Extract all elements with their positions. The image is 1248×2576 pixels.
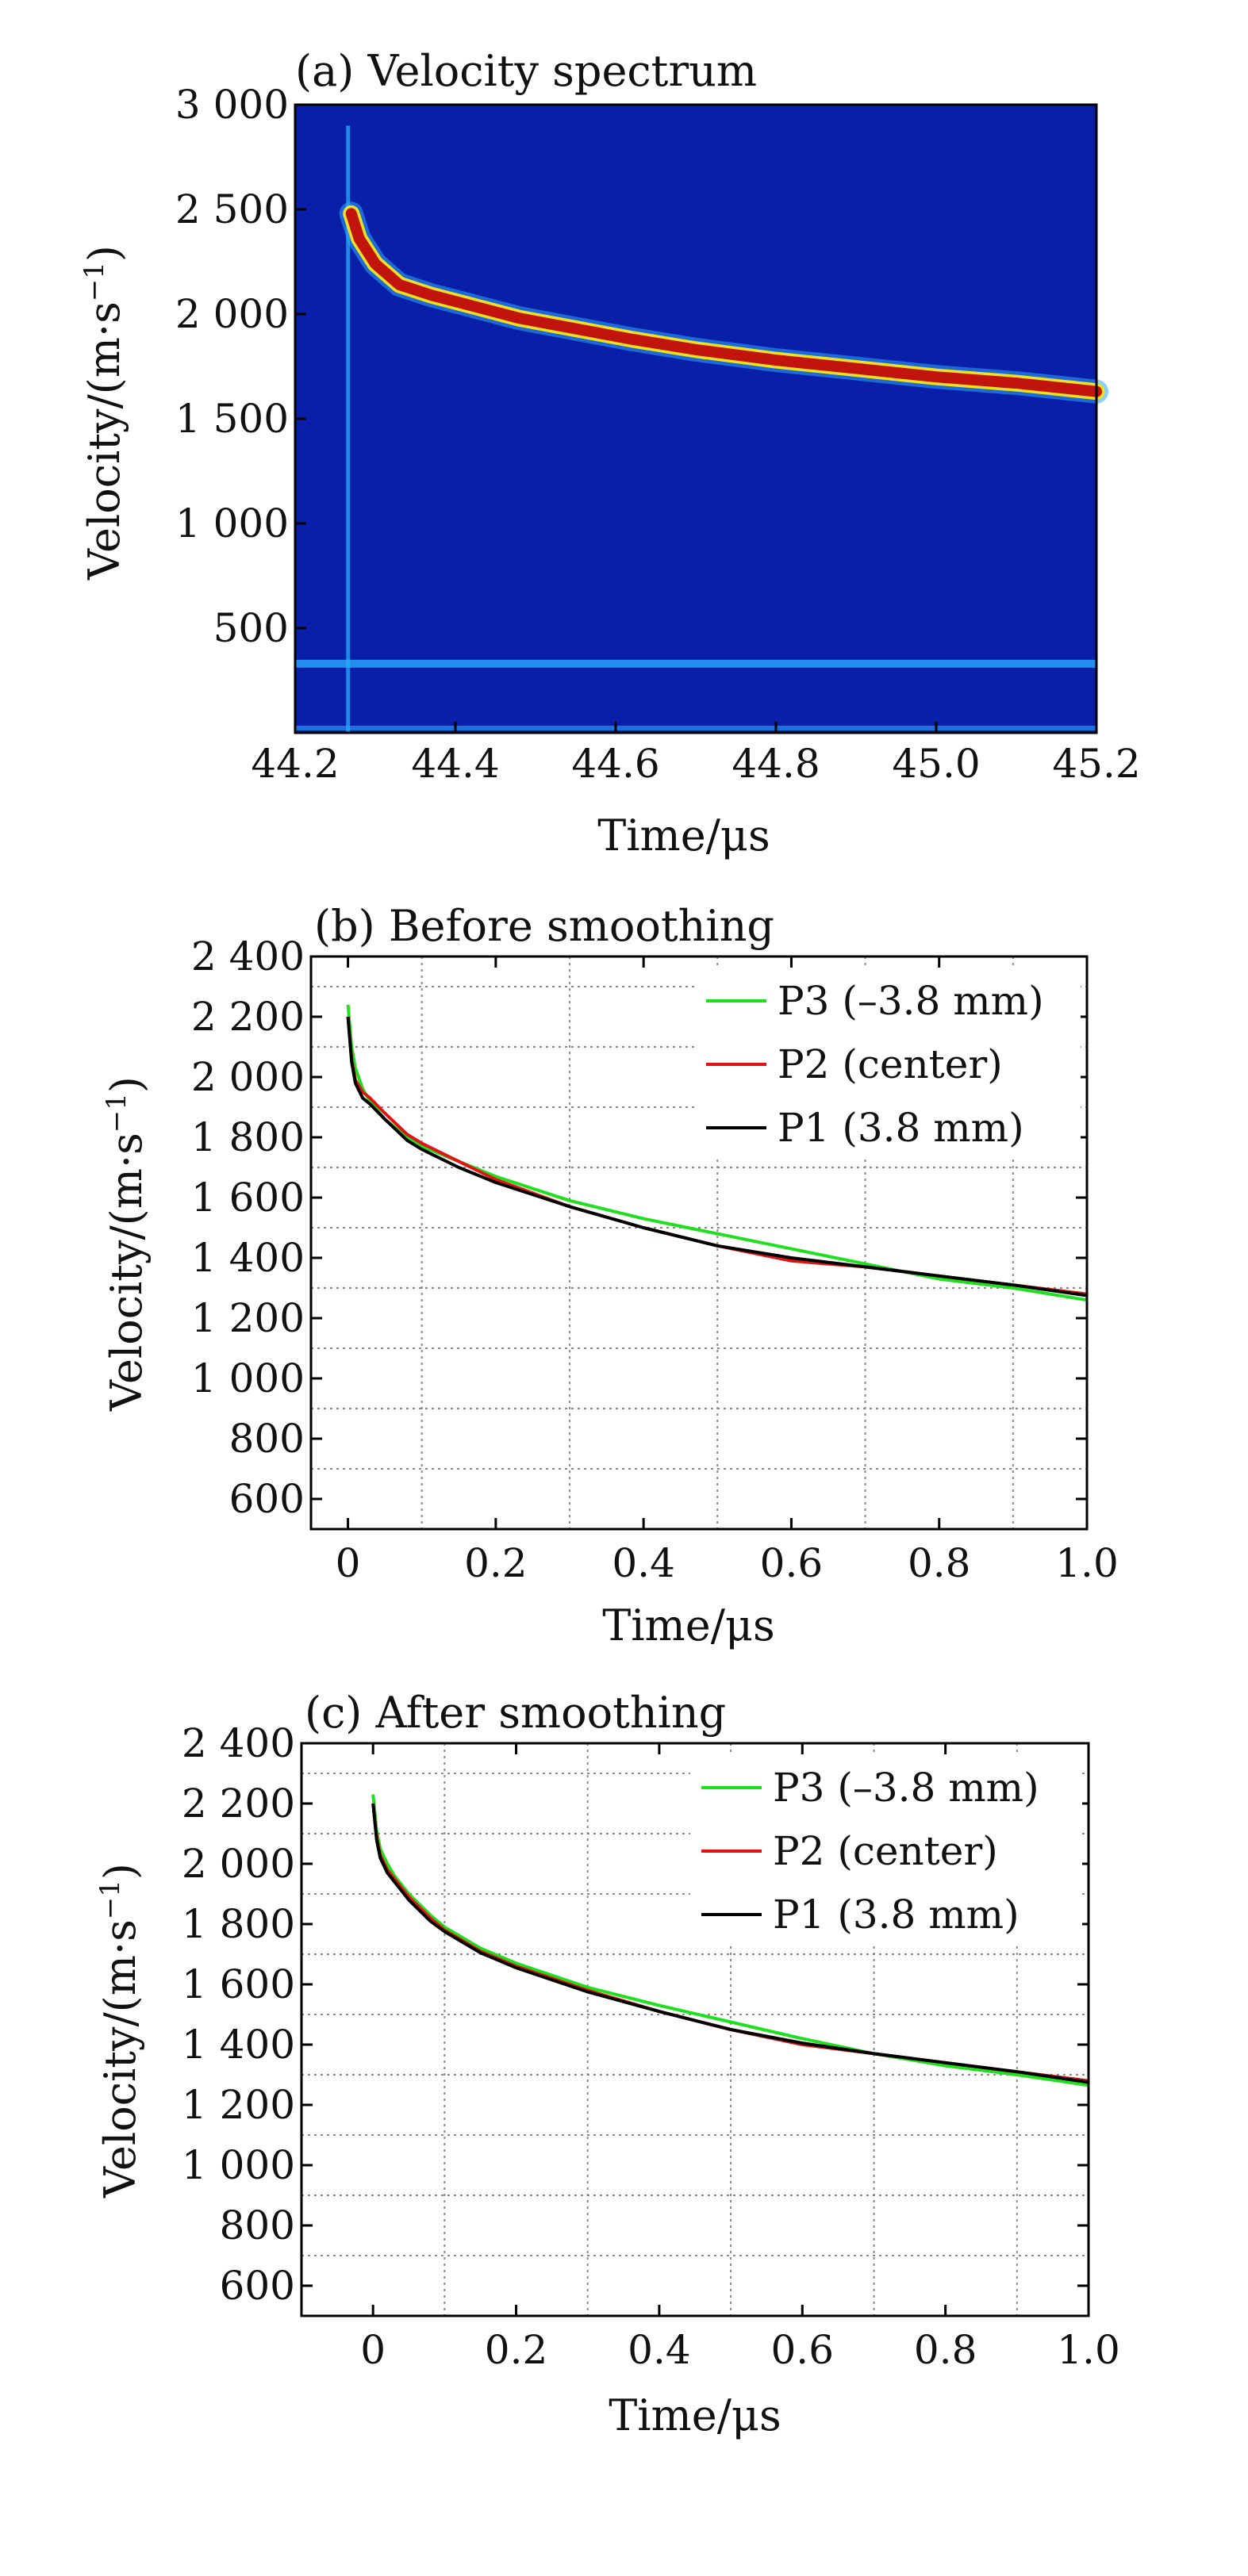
x-tick-label: 0.2 <box>485 2327 548 2373</box>
before-smoothing-legend: P3 (–3.8 mm) P2 (center) P1 (3.8 mm) <box>695 968 1081 1158</box>
y-tick-label: 1 800 <box>191 1114 305 1160</box>
after-smoothing-lines <box>371 1794 1089 2087</box>
legend-label: P2 (center) <box>773 1828 998 1874</box>
after-smoothing-x-axis-label: Time/μs <box>609 2390 781 2440</box>
y-tick-label: 800 <box>229 1416 305 1462</box>
x-tick-label: 45.0 <box>892 741 980 787</box>
after-smoothing-frame <box>300 1742 1090 2317</box>
y-tick-label: 1 600 <box>191 1175 305 1221</box>
y-tick-label: 2 500 <box>175 186 289 232</box>
y-tick-label: 1 400 <box>182 2022 295 2068</box>
x-tick-label: 45.2 <box>1052 741 1140 787</box>
x-tick-label: 1.0 <box>1057 2327 1120 2373</box>
legend-label: P2 (center) <box>778 1041 1003 1087</box>
spectrum-x-axis-label: Time/μs <box>597 811 770 861</box>
y-tick-label: 800 <box>220 2202 295 2248</box>
x-tick-label: 44.2 <box>251 741 339 787</box>
legend-label: P3 (–3.8 mm) <box>778 978 1044 1024</box>
before-smoothing-panel: 0 0.2 0.4 0.6 0.8 1.0 600 800 1 000 1 200 1 400 1 6… <box>101 901 1119 1650</box>
y-tick-label: 2 200 <box>182 1781 295 1827</box>
after-smoothing-title: (c) After smoothing <box>305 1688 726 1738</box>
after-smoothing-y-axis-label: Velocity/(m·s−1) <box>94 1863 145 2198</box>
legend-label: P1 (3.8 mm) <box>778 1105 1024 1151</box>
after-smoothing-ticks: 0 0.2 0.4 0.6 0.8 1.0 600 800 1 000 1 200 1 400 1 6… <box>182 1720 1120 2373</box>
y-tick-label: 600 <box>220 2263 295 2309</box>
x-tick-label: 0.8 <box>914 2327 977 2373</box>
y-tick-label: 2 000 <box>182 1841 295 1887</box>
spectrum-title: (a) Velocity spectrum <box>295 46 757 96</box>
y-tick-label: 1 200 <box>182 2082 295 2128</box>
y-tick-label: 2 000 <box>191 1054 305 1100</box>
x-tick-label: 0 <box>360 2327 386 2373</box>
x-tick-label: 0.4 <box>612 1540 675 1586</box>
velocity-spectrum-panel: 44.2 44.4 44.6 44.8 45.0 45.2 500 1 000 1 500 2 0… <box>79 46 1141 861</box>
spectrum-marks <box>295 125 1108 733</box>
before-smoothing-x-axis-label: Time/μs <box>602 1600 774 1650</box>
x-tick-label: 0.2 <box>464 1540 528 1586</box>
x-tick-label: 44.4 <box>411 741 499 787</box>
x-tick-label: 0.4 <box>628 2327 691 2373</box>
y-tick-label: 1 000 <box>191 1355 305 1401</box>
before-smoothing-ticks: 0 0.2 0.4 0.6 0.8 1.0 600 800 1 000 1 200 1 400 1 6… <box>191 933 1119 1586</box>
before-smoothing-title: (b) Before smoothing <box>314 901 774 951</box>
x-tick-label: 44.8 <box>732 741 820 787</box>
after-smoothing-panel: 0 0.2 0.4 0.6 0.8 1.0 600 800 1 000 1 200 1 400 1 6… <box>94 1688 1120 2440</box>
x-tick-label: 0 <box>336 1540 361 1586</box>
series-line <box>346 1016 1088 1298</box>
y-tick-label: 1 800 <box>182 1901 295 1947</box>
after-smoothing-legend: P3 (–3.8 mm) P2 (center) P1 (3.8 mm) <box>690 1754 1082 1945</box>
y-tick-label: 600 <box>229 1476 305 1522</box>
legend-label: P3 (–3.8 mm) <box>773 1765 1039 1811</box>
before-smoothing-frame <box>309 955 1089 1531</box>
y-tick-label: 1 600 <box>182 1961 295 2007</box>
velocity-ridge <box>345 208 1102 397</box>
y-tick-label: 1 000 <box>175 500 289 546</box>
y-tick-label: 1 000 <box>182 2142 295 2188</box>
x-tick-label: 0.8 <box>908 1540 971 1586</box>
y-tick-label: 2 000 <box>175 291 289 337</box>
legend-label: P1 (3.8 mm) <box>773 1892 1020 1938</box>
x-tick-label: 0.6 <box>771 2327 835 2373</box>
x-tick-label: 44.6 <box>571 741 659 787</box>
y-tick-label: 500 <box>213 605 289 651</box>
y-tick-label: 1 400 <box>191 1235 305 1281</box>
before-smoothing-y-axis-label: Velocity/(m·s−1) <box>101 1076 152 1412</box>
y-tick-label: 2 400 <box>182 1720 295 1766</box>
y-tick-label: 1 500 <box>175 396 289 442</box>
spectrum-background <box>295 105 1096 733</box>
before-smoothing-lines <box>346 1004 1088 1302</box>
y-tick-label: 2 200 <box>191 994 305 1040</box>
y-tick-label: 3 000 <box>175 82 289 128</box>
x-tick-label: 1.0 <box>1055 1540 1119 1586</box>
spectrum-y-axis-label: Velocity/(m·s−1) <box>79 245 129 581</box>
x-tick-label: 0.6 <box>760 1540 824 1586</box>
y-tick-label: 1 200 <box>191 1295 305 1341</box>
series-line <box>371 1803 1089 2084</box>
y-tick-label: 2 400 <box>191 933 305 979</box>
spectrum-ticks: 44.2 44.4 44.6 44.8 45.0 45.2 500 1 000 1 500 2 0… <box>175 82 1141 787</box>
